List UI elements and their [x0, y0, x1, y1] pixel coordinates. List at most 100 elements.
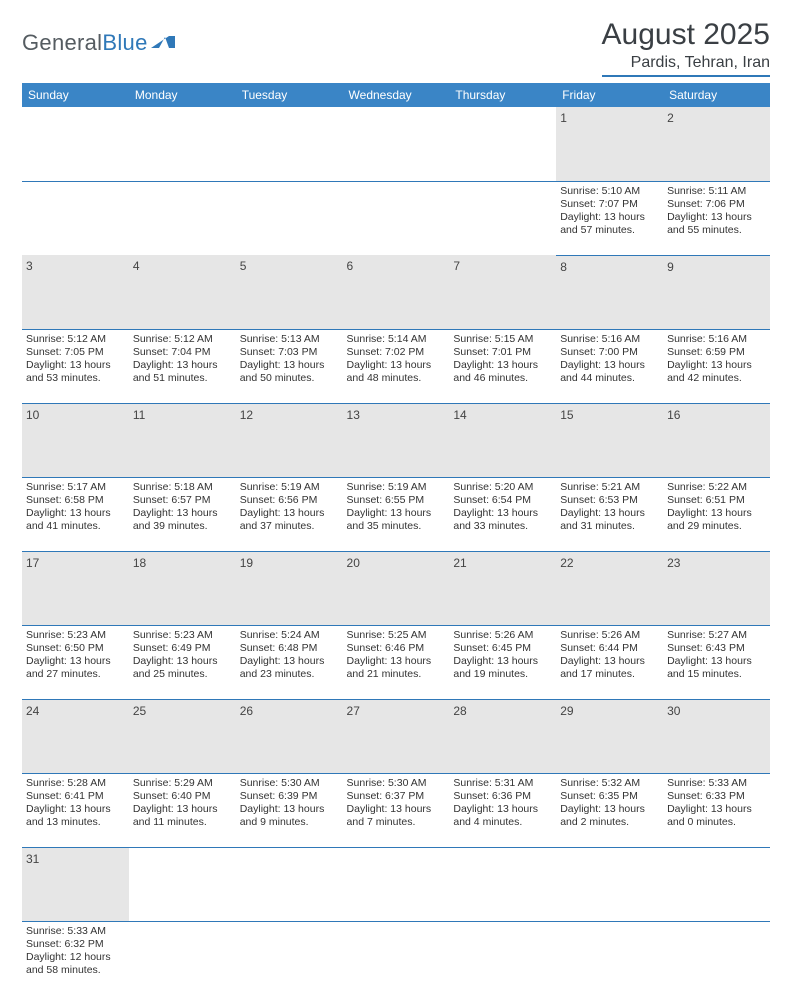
detail-line: Sunrise: 5:30 AM: [347, 777, 446, 790]
detail-line: Sunset: 6:50 PM: [26, 642, 125, 655]
day-number: 17: [26, 556, 39, 570]
daynum-row: 31: [22, 847, 770, 921]
daynum-cell: [556, 847, 663, 921]
day-cell: Sunrise: 5:33 AMSunset: 6:32 PMDaylight:…: [22, 921, 129, 995]
day-details: Sunrise: 5:11 AMSunset: 7:06 PMDaylight:…: [667, 184, 766, 238]
day-number: 4: [133, 259, 140, 273]
detail-line: Sunset: 6:55 PM: [347, 494, 446, 507]
day-cell: Sunrise: 5:32 AMSunset: 6:35 PMDaylight:…: [556, 773, 663, 847]
detail-line: and 41 minutes.: [26, 520, 125, 533]
detail-line: Sunrise: 5:25 AM: [347, 629, 446, 642]
detail-line: Sunrise: 5:32 AM: [560, 777, 659, 790]
detail-line: Daylight: 13 hours: [240, 803, 339, 816]
day-details: Sunrise: 5:23 AMSunset: 6:50 PMDaylight:…: [26, 628, 125, 682]
detail-line: Daylight: 13 hours: [240, 655, 339, 668]
daynum-cell: 31: [22, 847, 129, 921]
day-cell: Sunrise: 5:31 AMSunset: 6:36 PMDaylight:…: [449, 773, 556, 847]
daynum-cell: 30: [663, 699, 770, 773]
daynum-cell: [343, 847, 450, 921]
detail-line: Sunset: 6:58 PM: [26, 494, 125, 507]
day-number: 13: [347, 408, 360, 422]
daynum-row: 24252627282930: [22, 699, 770, 773]
detail-line: Sunset: 7:03 PM: [240, 346, 339, 359]
day-details: Sunrise: 5:17 AMSunset: 6:58 PMDaylight:…: [26, 480, 125, 534]
daynum-cell: [449, 847, 556, 921]
day-cell: Sunrise: 5:15 AMSunset: 7:01 PMDaylight:…: [449, 329, 556, 403]
day-details: Sunrise: 5:16 AMSunset: 7:00 PMDaylight:…: [560, 332, 659, 386]
detail-line: Daylight: 13 hours: [347, 803, 446, 816]
day-cell: Sunrise: 5:21 AMSunset: 6:53 PMDaylight:…: [556, 477, 663, 551]
detail-line: Sunrise: 5:16 AM: [560, 333, 659, 346]
weekday-wed: Wednesday: [343, 83, 450, 107]
detail-line: Sunrise: 5:17 AM: [26, 481, 125, 494]
day-number: 31: [26, 852, 39, 866]
detail-line: and 4 minutes.: [453, 816, 552, 829]
detail-line: and 39 minutes.: [133, 520, 232, 533]
header-row: GeneralBlue August 2025 Pardis, Tehran, …: [22, 18, 770, 77]
day-details: Sunrise: 5:22 AMSunset: 6:51 PMDaylight:…: [667, 480, 766, 534]
day-details: Sunrise: 5:30 AMSunset: 6:37 PMDaylight:…: [347, 776, 446, 830]
day-cell: [236, 181, 343, 255]
detail-line: Sunrise: 5:18 AM: [133, 481, 232, 494]
detail-line: Sunset: 6:39 PM: [240, 790, 339, 803]
day-details: Sunrise: 5:21 AMSunset: 6:53 PMDaylight:…: [560, 480, 659, 534]
day-number: 8: [560, 260, 567, 274]
detail-line: Daylight: 13 hours: [26, 507, 125, 520]
day-details: Sunrise: 5:19 AMSunset: 6:55 PMDaylight:…: [347, 480, 446, 534]
day-details: Sunrise: 5:23 AMSunset: 6:49 PMDaylight:…: [133, 628, 232, 682]
day-details: Sunrise: 5:31 AMSunset: 6:36 PMDaylight:…: [453, 776, 552, 830]
day-details: Sunrise: 5:33 AMSunset: 6:33 PMDaylight:…: [667, 776, 766, 830]
day-cell: [22, 181, 129, 255]
day-number: 14: [453, 408, 466, 422]
detail-line: and 15 minutes.: [667, 668, 766, 681]
detail-line: Daylight: 13 hours: [347, 655, 446, 668]
day-cell: Sunrise: 5:17 AMSunset: 6:58 PMDaylight:…: [22, 477, 129, 551]
detail-line: Daylight: 13 hours: [240, 359, 339, 372]
detail-line: Daylight: 13 hours: [560, 507, 659, 520]
detail-line: and 35 minutes.: [347, 520, 446, 533]
day-number: 1: [560, 111, 567, 125]
daynum-row: 10111213141516: [22, 403, 770, 477]
daynum-cell: 9: [663, 255, 770, 329]
detail-line: Daylight: 13 hours: [133, 655, 232, 668]
detail-line: and 11 minutes.: [133, 816, 232, 829]
daynum-cell: 24: [22, 699, 129, 773]
detail-line: Daylight: 13 hours: [26, 655, 125, 668]
detail-line: Daylight: 13 hours: [26, 803, 125, 816]
details-row: Sunrise: 5:28 AMSunset: 6:41 PMDaylight:…: [22, 773, 770, 847]
detail-line: and 58 minutes.: [26, 964, 125, 977]
detail-line: Daylight: 13 hours: [667, 655, 766, 668]
detail-line: Sunrise: 5:26 AM: [453, 629, 552, 642]
daynum-cell: 4: [129, 255, 236, 329]
day-details: Sunrise: 5:33 AMSunset: 6:32 PMDaylight:…: [26, 924, 125, 978]
logo-text-general: General: [22, 30, 102, 56]
day-cell: Sunrise: 5:24 AMSunset: 6:48 PMDaylight:…: [236, 625, 343, 699]
daynum-cell: 18: [129, 551, 236, 625]
day-number: 6: [347, 259, 354, 273]
daynum-cell: 10: [22, 403, 129, 477]
detail-line: Sunrise: 5:21 AM: [560, 481, 659, 494]
day-number: 5: [240, 259, 247, 273]
day-number: 9: [667, 260, 674, 274]
weekday-sun: Sunday: [22, 83, 129, 107]
day-details: Sunrise: 5:16 AMSunset: 6:59 PMDaylight:…: [667, 332, 766, 386]
detail-line: Sunrise: 5:10 AM: [560, 185, 659, 198]
detail-line: Sunset: 6:44 PM: [560, 642, 659, 655]
detail-line: Sunset: 7:01 PM: [453, 346, 552, 359]
detail-line: Daylight: 12 hours: [26, 951, 125, 964]
detail-line: Sunrise: 5:23 AM: [26, 629, 125, 642]
detail-line: Sunrise: 5:31 AM: [453, 777, 552, 790]
detail-line: Daylight: 13 hours: [560, 803, 659, 816]
detail-line: Sunset: 6:37 PM: [347, 790, 446, 803]
day-number: 29: [560, 704, 573, 718]
detail-line: and 57 minutes.: [560, 224, 659, 237]
weekday-mon: Monday: [129, 83, 236, 107]
detail-line: Sunrise: 5:29 AM: [133, 777, 232, 790]
detail-line: and 42 minutes.: [667, 372, 766, 385]
day-cell: Sunrise: 5:27 AMSunset: 6:43 PMDaylight:…: [663, 625, 770, 699]
detail-line: Sunset: 7:06 PM: [667, 198, 766, 211]
daynum-cell: 15: [556, 403, 663, 477]
daynum-cell: 8: [556, 255, 663, 329]
calendar-page: GeneralBlue August 2025 Pardis, Tehran, …: [0, 0, 792, 995]
day-cell: Sunrise: 5:30 AMSunset: 6:39 PMDaylight:…: [236, 773, 343, 847]
